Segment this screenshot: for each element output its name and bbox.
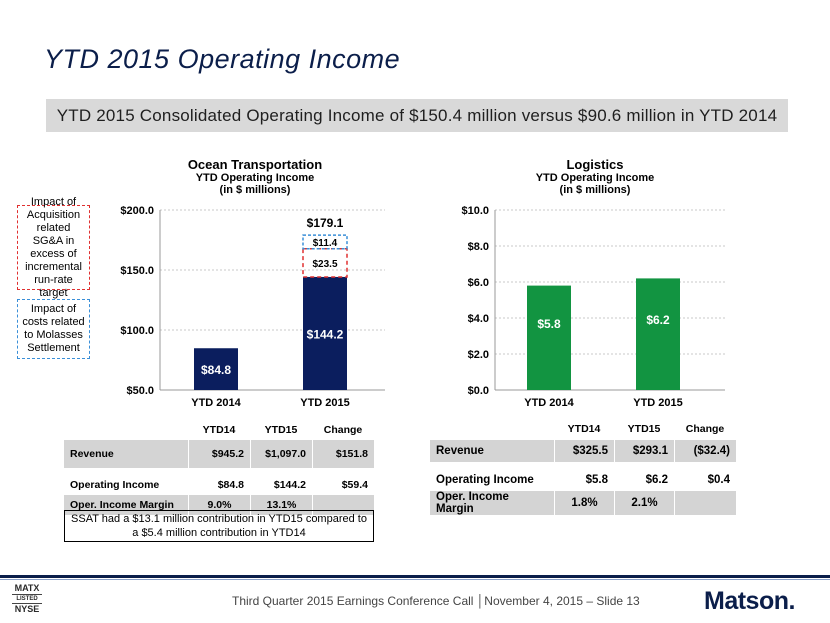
slide-title: YTD 2015 Operating Income [44,44,401,74]
table-cell [674,491,736,515]
ocean-heading: Ocean Transportation [187,157,323,172]
ssat-note: SSAT had a $13.1 million contribution in… [64,510,374,542]
ocean-subheading: YTD Operating Income [195,172,315,184]
table-cell: 2.1% [614,491,674,515]
table-cell: $325.5 [554,440,614,462]
table-cell: Operating Income [436,474,534,486]
ssat-note-text: SSAT had a $13.1 million contribution in… [71,513,367,539]
x-category-label: YTD 2015 [633,397,683,409]
table-cell: Revenue [64,440,188,468]
y-tick-label: $100.0 [120,325,154,337]
ocean-financial-table: YTD14 YTD15 Change Revenue $945.2 $1,097… [64,420,374,515]
nyse-listed-stamp: MATX LISTED NYSE [12,583,42,615]
table-cell: $0.4 [707,474,730,486]
footer-rule-thin [0,579,830,580]
y-tick-label: $4.0 [468,313,489,325]
table-cell: Revenue [430,440,554,462]
bar-ytd-2014 [527,285,571,390]
bar-value-label: $6.2 [646,313,670,327]
y-tick-label: $8.0 [468,241,489,253]
y-tick-label: $2.0 [468,349,489,361]
legend-molasses-settlement-text: Impact of costs related to Molasses Sett… [22,303,85,354]
logistics-units: (in $ millions) [559,184,631,196]
bar-value-label: $144.2 [307,327,344,341]
y-tick-label: $50.0 [126,385,154,397]
table-row: Oper. Income Margin 1.8% 2.1% [430,491,736,515]
bar-ytd-2015 [303,276,347,390]
headline-banner: YTD 2015 Consolidated Operating Income o… [46,99,788,132]
stamp-top: MATX [14,583,40,593]
legend-acquisition-sga: Impact of Acquisition related SG&A in ex… [17,196,90,299]
table-cell: $1,097.0 [250,440,312,468]
y-tick-label: $6.0 [468,277,489,289]
bar-value-label: $5.8 [537,317,561,331]
ocean-units: (in $ millions) [219,184,291,196]
table-header: YTD14 [202,424,236,436]
table-row: Revenue $945.2 $1,097.0 $151.8 [64,440,374,468]
x-category-label: YTD 2015 [300,397,350,409]
table-cell: $945.2 [188,440,250,468]
logistics-chart: $10.0 $8.0 $6.0 $4.0 $2.0 $0.0 $5.8 YTD 2014 $6… [461,205,725,409]
table-cell: $293.1 [614,440,674,462]
table-cell: $151.8 [312,440,374,468]
x-category-label: YTD 2014 [191,397,241,409]
table-header: YTD14 [567,423,601,435]
stamp-mid: LISTED [12,594,42,604]
table-cell: Operating Income [70,479,160,491]
bar-value-label: $84.8 [201,363,231,377]
segment-molasses-settlement [302,234,348,250]
x-category-label: YTD 2014 [524,397,574,409]
table-cell: $84.8 [217,479,244,491]
ocean-chart: $200.0 $150.0 $100.0 $50.0 $84.8 YTD 2014 $14… [120,205,385,409]
logistics-financial-table: YTD14 YTD15 Change Revenue $325.5 $293.1… [430,418,736,515]
logistics-subheading: YTD Operating Income [535,172,655,184]
y-tick-label: $10.0 [461,205,489,217]
table-header [430,418,554,440]
total-label: $179.1 [307,216,344,230]
footer-rule [0,575,830,578]
y-tick-label: $200.0 [120,205,154,217]
legend-acquisition-sga-text: Impact of Acquisition related SG&A in ex… [25,195,82,299]
table-header [64,420,188,440]
bar-ytd-2015 [636,278,680,390]
table-cell: $5.8 [585,474,608,486]
headline-text: YTD 2015 Consolidated Operating Income o… [56,105,778,125]
legend-molasses-settlement: Impact of costs related to Molasses Sett… [17,299,90,359]
ocean-chart-header: Ocean Transportation YTD Operating Incom… [150,157,360,196]
matson-logo: Matson. [704,587,795,615]
stamp-bottom: NYSE [14,604,40,614]
bar-ytd-2014 [194,348,238,390]
table-header: YTD15 [627,423,661,435]
table-header: Change [685,423,725,435]
segment-blue-label: $11.4 [313,238,338,249]
table-row: Operating Income $5.8 $6.2 $0.4 [430,469,736,491]
footer-text: Third Quarter 2015 Earnings Conference C… [232,594,640,608]
segment-acquisition-sga [302,248,348,278]
table-cell: 1.8% [554,491,614,515]
table-header: Change [323,424,363,436]
segment-red-label: $23.5 [312,259,337,270]
table-cell: $6.2 [645,474,668,486]
table-row: Revenue $325.5 $293.1 ($32.4) [430,440,736,462]
table-cell: Oper. Income Margin [430,491,554,515]
logistics-heading: Logistics [566,157,624,172]
table-cell: $59.4 [341,479,368,491]
table-row: Operating Income $84.8 $144.2 $59.4 [64,475,374,495]
table-cell: ($32.4) [674,440,736,462]
y-tick-label: $0.0 [468,385,489,397]
y-tick-label: $150.0 [120,265,154,277]
table-cell: $144.2 [273,479,306,491]
table-header: YTD15 [264,424,298,436]
logistics-chart-header: Logistics YTD Operating Income (in $ mil… [490,157,700,196]
